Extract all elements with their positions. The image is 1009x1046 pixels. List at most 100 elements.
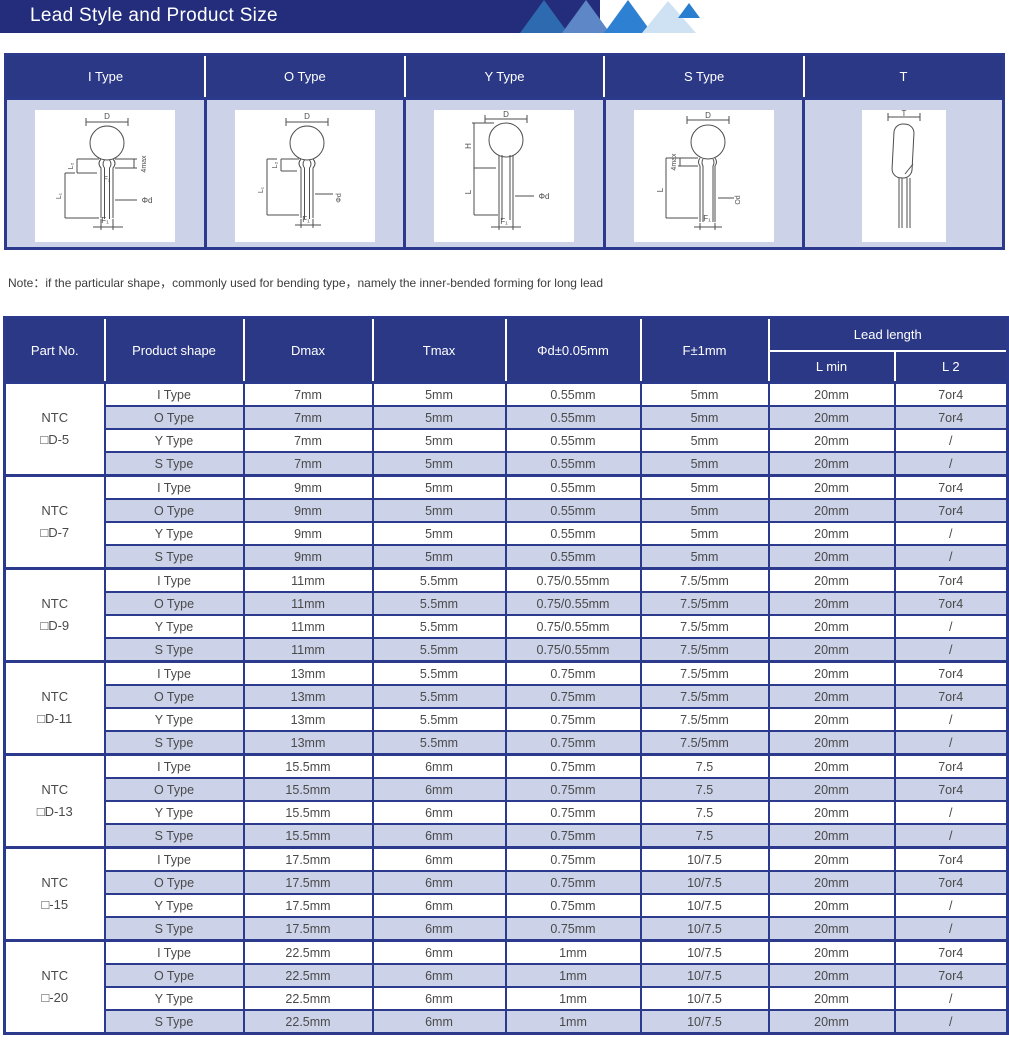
value-cell: 7or4 bbox=[893, 381, 1009, 407]
product-shape-cell: I Type bbox=[103, 474, 245, 500]
value-cell: 5mm bbox=[371, 521, 507, 546]
value-cell: 7.5 bbox=[639, 823, 770, 849]
value-cell: 6mm bbox=[371, 1009, 507, 1035]
value-cell: 0.75mm bbox=[504, 730, 642, 756]
product-shape-cell: O Type bbox=[103, 777, 245, 802]
value-cell: 0.75mm bbox=[504, 916, 642, 942]
table-row: Y Type 17.5mm 6mm 0.75mm 10/7.5 20mm / bbox=[5, 893, 1009, 918]
value-cell: 5.5mm bbox=[371, 567, 507, 593]
value-cell: 7mm bbox=[242, 405, 374, 430]
value-cell: 20mm bbox=[767, 660, 896, 686]
table-row: Y Type 22.5mm 6mm 1mm 10/7.5 20mm / bbox=[5, 986, 1009, 1011]
product-shape-cell: I Type bbox=[103, 660, 245, 686]
svg-text:4max: 4max bbox=[671, 153, 678, 171]
value-cell: 13mm bbox=[242, 684, 374, 709]
value-cell: 5mm bbox=[639, 405, 770, 430]
product-shape-cell: O Type bbox=[103, 963, 245, 988]
value-cell: 5mm bbox=[639, 544, 770, 570]
note-text: Note：if the particular shape，commonly us… bbox=[8, 276, 603, 290]
part-no-cell: NTC □D-13 bbox=[3, 753, 106, 849]
svg-text:Φd: Φd bbox=[336, 193, 343, 203]
value-cell: 7or4 bbox=[893, 870, 1009, 895]
value-cell: 0.55mm bbox=[504, 474, 642, 500]
svg-text:Φd: Φd bbox=[142, 196, 153, 205]
value-cell: 0.55mm bbox=[504, 498, 642, 523]
value-cell: 7or4 bbox=[893, 474, 1009, 500]
value-cell: 20mm bbox=[767, 916, 896, 942]
product-shape-cell: I Type bbox=[103, 939, 245, 965]
table-row: O Type 17.5mm 6mm 0.75mm 10/7.5 20mm 7or4 bbox=[5, 870, 1009, 895]
value-cell: 5mm bbox=[639, 498, 770, 523]
value-cell: 0.75mm bbox=[504, 893, 642, 918]
value-cell: 20mm bbox=[767, 986, 896, 1011]
col-header-dmax: Dmax bbox=[242, 317, 373, 383]
product-shape-cell: Y Type bbox=[103, 800, 245, 825]
value-cell: 7or4 bbox=[893, 660, 1009, 686]
lead-style-table: I Type O Type Y Type S Type T bbox=[4, 53, 1005, 250]
product-shape-cell: I Type bbox=[103, 381, 245, 407]
svg-text:4max: 4max bbox=[141, 155, 148, 173]
value-cell: 5mm bbox=[371, 498, 507, 523]
s-type-drawing-icon: D 4max L Od F₁ bbox=[656, 111, 742, 230]
i-type-diagram: D 4max L₂ F₂ L₁ Φd F₁ bbox=[35, 110, 176, 242]
value-cell: 5mm bbox=[639, 451, 770, 477]
value-cell: 17.5mm bbox=[242, 916, 374, 942]
diagram-cell-y-type: D H L Φd F₁ bbox=[403, 97, 606, 250]
value-cell: 7.5/5mm bbox=[639, 637, 770, 663]
product-shape-cell: S Type bbox=[103, 637, 245, 663]
value-cell: 0.55mm bbox=[504, 521, 642, 546]
value-cell: / bbox=[893, 707, 1009, 732]
part-no-cell: NTC □D-5 bbox=[3, 381, 106, 477]
value-cell: 15.5mm bbox=[242, 777, 374, 802]
table-row: S Type 7mm 5mm 0.55mm 5mm 20mm / bbox=[5, 451, 1009, 477]
part-no-cell: NTC □-15 bbox=[3, 846, 106, 942]
svg-text:L₁: L₁ bbox=[258, 186, 265, 193]
svg-text:L₂: L₂ bbox=[68, 162, 75, 169]
col-header-f: F±1mm bbox=[639, 317, 769, 383]
value-cell: 22.5mm bbox=[242, 1009, 374, 1035]
value-cell: 10/7.5 bbox=[639, 893, 770, 918]
table-row: O Type 13mm 5.5mm 0.75mm 7.5/5mm 20mm 7or4 bbox=[5, 684, 1009, 709]
product-shape-cell: Y Type bbox=[103, 986, 245, 1011]
value-cell: 0.75/0.55mm bbox=[504, 637, 642, 663]
value-cell: 7or4 bbox=[893, 498, 1009, 523]
part-no-cell: NTC □D-7 bbox=[3, 474, 106, 570]
table-row: Y Type 11mm 5.5mm 0.75/0.55mm 7.5/5mm 20mm / bbox=[5, 614, 1009, 639]
value-cell: 1mm bbox=[504, 939, 642, 965]
value-cell: / bbox=[893, 1009, 1009, 1035]
value-cell: 0.75/0.55mm bbox=[504, 567, 642, 593]
value-cell: 6mm bbox=[371, 846, 507, 872]
svg-text:F₁: F₁ bbox=[703, 214, 711, 223]
product-shape-cell: S Type bbox=[103, 544, 245, 570]
svg-text:D: D bbox=[304, 112, 310, 121]
value-cell: 11mm bbox=[242, 637, 374, 663]
product-shape-cell: Y Type bbox=[103, 428, 245, 453]
value-cell: / bbox=[893, 521, 1009, 546]
value-cell: 0.75mm bbox=[504, 777, 642, 802]
value-cell: 20mm bbox=[767, 381, 896, 407]
value-cell: 22.5mm bbox=[242, 939, 374, 965]
col-header-product-shape: Product shape bbox=[103, 317, 244, 383]
value-cell: 20mm bbox=[767, 707, 896, 732]
value-cell: / bbox=[893, 916, 1009, 942]
value-cell: 20mm bbox=[767, 777, 896, 802]
value-cell: 0.75mm bbox=[504, 800, 642, 825]
value-cell: 10/7.5 bbox=[639, 939, 770, 965]
value-cell: 20mm bbox=[767, 498, 896, 523]
product-shape-cell: O Type bbox=[103, 684, 245, 709]
table-row: O Type 15.5mm 6mm 0.75mm 7.5 20mm 7or4 bbox=[5, 777, 1009, 802]
product-size-table: Part No. Product shape Dmax Tmax Φd±0.05… bbox=[3, 316, 1009, 1035]
diagram-cell-o-type: D L₂ L₁ Φd F₁ bbox=[203, 97, 407, 250]
table-row: O Type 9mm 5mm 0.55mm 5mm 20mm 7or4 bbox=[5, 498, 1009, 523]
table-row: O Type 11mm 5.5mm 0.75/0.55mm 7.5/5mm 20mm 7or… bbox=[5, 591, 1009, 616]
value-cell: 0.75mm bbox=[504, 660, 642, 686]
value-cell: 5.5mm bbox=[371, 614, 507, 639]
value-cell: 1mm bbox=[504, 986, 642, 1011]
value-cell: 1mm bbox=[504, 1009, 642, 1035]
value-cell: 7.5/5mm bbox=[639, 567, 770, 593]
value-cell: 7or4 bbox=[893, 939, 1009, 965]
table-row: NTC □D-9 I Type 11mm 5.5mm 0.75/0.55mm 7.5/5mm… bbox=[3, 567, 1009, 663]
value-cell: 20mm bbox=[767, 544, 896, 570]
value-cell: 5mm bbox=[639, 381, 770, 407]
svg-text:F₁: F₁ bbox=[302, 215, 310, 224]
